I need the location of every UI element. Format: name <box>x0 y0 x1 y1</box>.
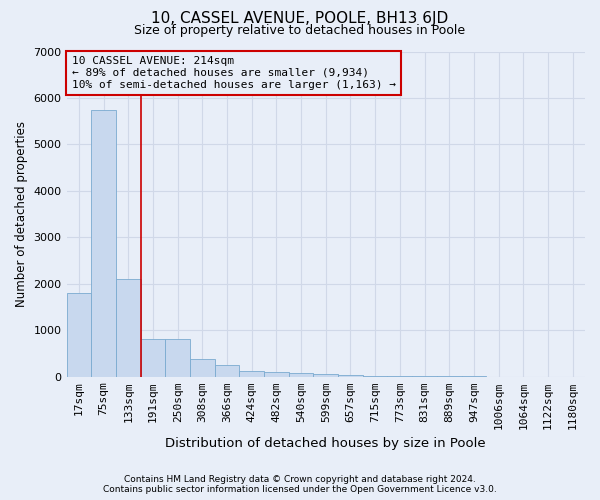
Text: 10, CASSEL AVENUE, POOLE, BH13 6JD: 10, CASSEL AVENUE, POOLE, BH13 6JD <box>151 12 449 26</box>
Text: 10 CASSEL AVENUE: 214sqm
← 89% of detached houses are smaller (9,934)
10% of sem: 10 CASSEL AVENUE: 214sqm ← 89% of detach… <box>72 56 396 90</box>
Bar <box>140 340 165 376</box>
Bar <box>190 359 215 376</box>
Bar <box>165 340 190 376</box>
X-axis label: Distribution of detached houses by size in Poole: Distribution of detached houses by size … <box>166 437 486 450</box>
Text: Contains HM Land Registry data © Crown copyright and database right 2024.
Contai: Contains HM Land Registry data © Crown c… <box>103 474 497 494</box>
Bar <box>338 375 363 376</box>
Bar <box>91 110 116 376</box>
Bar <box>215 365 239 376</box>
Text: Size of property relative to detached houses in Poole: Size of property relative to detached ho… <box>134 24 466 37</box>
Bar <box>239 371 264 376</box>
Y-axis label: Number of detached properties: Number of detached properties <box>15 121 28 307</box>
Bar <box>67 293 91 376</box>
Bar <box>116 279 140 376</box>
Bar <box>313 374 338 376</box>
Bar <box>264 372 289 376</box>
Bar <box>289 373 313 376</box>
